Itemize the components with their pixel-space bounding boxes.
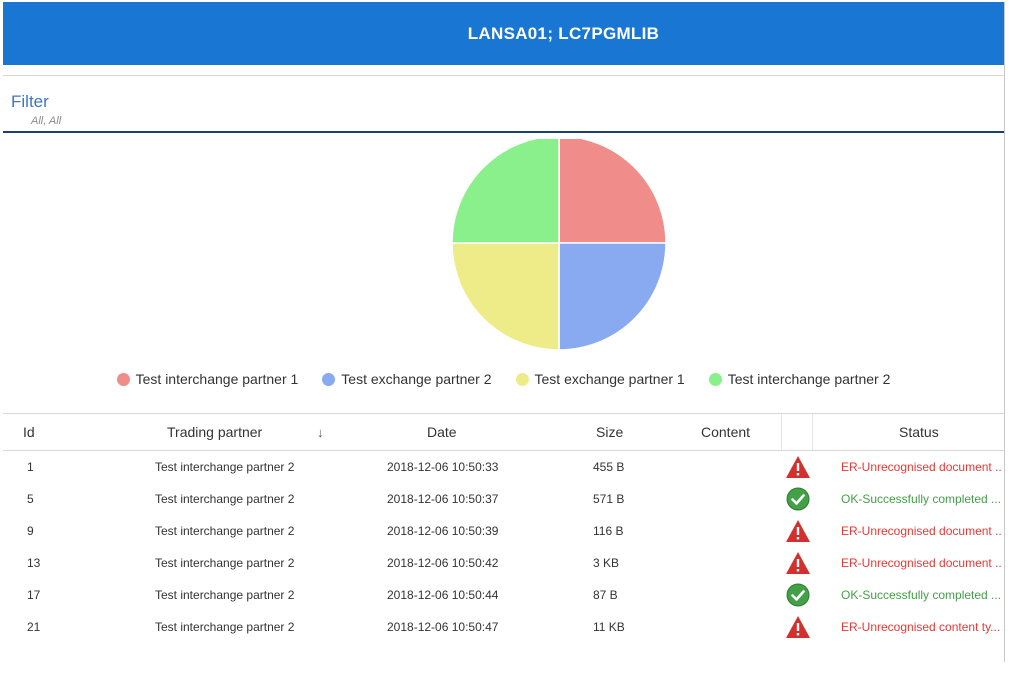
app-header: LANSA01; LC7PGMLIB <box>3 2 1004 65</box>
cell-status: ER-Unrecognised document ... <box>841 460 1001 474</box>
cell-date: 2018-12-06 10:50:44 <box>387 588 499 602</box>
column-header-content[interactable]: Content <box>701 414 782 450</box>
sort-desc-button[interactable]: ↓ <box>317 414 339 450</box>
pie-slice[interactable] <box>558 242 667 351</box>
legend-item[interactable]: Test interchange partner 1 <box>116 371 299 387</box>
header-subbar <box>3 65 1004 76</box>
messages-table: Id Trading partner ↓ Date Size Content S… <box>3 413 1004 662</box>
chart-legend: Test interchange partner 1 Test exchange … <box>3 371 1004 387</box>
legend-label: Test exchange partner 1 <box>534 371 685 387</box>
cell-status: ER-Unrecognised document ... <box>841 556 1001 570</box>
table-row[interactable]: 5 Test interchange partner 2 2018-12-06 10… <box>3 483 1004 515</box>
pie-chart <box>451 139 667 351</box>
cell-size: 11 KB <box>593 620 625 634</box>
legend-item[interactable]: Test exchange partner 2 <box>322 371 492 387</box>
column-header-id[interactable]: Id <box>23 424 35 440</box>
cell-status: OK-Successfully completed ... <box>841 588 1001 602</box>
filter-label: Filter <box>11 92 49 111</box>
warning-icon <box>785 551 811 575</box>
cell-size: 455 B <box>593 460 625 474</box>
pie-slice[interactable] <box>451 242 560 351</box>
table-row[interactable]: 9 Test interchange partner 2 2018-12-06 10… <box>3 515 1004 547</box>
arrow-down-icon: ↓ <box>317 425 324 440</box>
cell-trading-partner: Test interchange partner 2 <box>155 620 295 634</box>
cell-trading-partner: Test interchange partner 2 <box>155 460 295 474</box>
cell-size: 3 KB <box>593 556 620 570</box>
cell-size: 571 B <box>593 492 625 506</box>
table-header: Id Trading partner ↓ Date Size Content S… <box>3 414 1004 451</box>
warning-icon <box>785 615 811 639</box>
legend-swatch <box>116 372 130 386</box>
legend-item[interactable]: Test interchange partner 2 <box>708 371 891 387</box>
cell-id: 13 <box>27 556 41 570</box>
cell-status: ER-Unrecognised content ty... <box>841 620 1001 634</box>
legend-swatch <box>515 372 529 386</box>
filter-summary: All, All <box>31 115 62 127</box>
legend-swatch <box>708 372 722 386</box>
cell-trading-partner: Test interchange partner 2 <box>155 524 295 538</box>
cell-trading-partner: Test interchange partner 2 <box>155 588 295 602</box>
warning-icon <box>785 455 811 479</box>
cell-id: 17 <box>27 588 41 602</box>
cell-trading-partner: Test interchange partner 2 <box>155 556 295 570</box>
column-header-status[interactable]: Status <box>899 424 939 440</box>
table-body: 1 Test interchange partner 2 2018-12-06 10… <box>3 451 1004 643</box>
chart-area: Test interchange partner 1 Test exchange … <box>3 133 1004 413</box>
filter-panel[interactable]: Filter All, All <box>3 76 1004 133</box>
cell-id: 21 <box>27 620 41 634</box>
check-circle-icon <box>785 487 811 511</box>
column-header-trading-partner[interactable]: Trading partner <box>167 424 263 440</box>
column-header-icon <box>782 414 813 450</box>
cell-id: 9 <box>27 524 34 538</box>
column-header-size[interactable]: Size <box>596 424 624 440</box>
cell-size: 87 B <box>593 588 618 602</box>
legend-label: Test exchange partner 2 <box>341 371 492 387</box>
table-row[interactable]: 17 Test interchange partner 2 2018-12-06 1… <box>3 579 1004 611</box>
cell-status: ER-Unrecognised document ... <box>841 524 1001 538</box>
table-row[interactable]: 1 Test interchange partner 2 2018-12-06 10… <box>3 451 1004 483</box>
cell-date: 2018-12-06 10:50:47 <box>387 620 499 634</box>
legend-item[interactable]: Test exchange partner 1 <box>515 371 685 387</box>
column-header-date[interactable]: Date <box>427 424 457 440</box>
legend-label: Test interchange partner 1 <box>135 371 299 387</box>
cell-date: 2018-12-06 10:50:39 <box>387 524 499 538</box>
cell-date: 2018-12-06 10:50:33 <box>387 460 499 474</box>
table-row[interactable]: 13 Test interchange partner 2 2018-12-06 1… <box>3 547 1004 579</box>
legend-label: Test interchange partner 2 <box>727 371 891 387</box>
legend-swatch <box>322 372 336 386</box>
check-circle-icon <box>785 583 811 607</box>
cell-id: 1 <box>27 460 34 474</box>
table-row[interactable]: 21 Test interchange partner 2 2018-12-06 1… <box>3 611 1004 643</box>
cell-date: 2018-12-06 10:50:37 <box>387 492 499 506</box>
page-title: LANSA01; LC7PGMLIB <box>467 23 660 43</box>
cell-trading-partner: Test interchange partner 2 <box>155 492 295 506</box>
pie-slice[interactable] <box>451 139 560 244</box>
cell-size: 116 B <box>593 524 624 538</box>
app-window: LANSA01; LC7PGMLIB Filter All, All Test … <box>3 2 1005 662</box>
warning-icon <box>785 519 811 543</box>
cell-id: 5 <box>27 492 34 506</box>
pie-slice[interactable] <box>558 139 667 244</box>
cell-status: OK-Successfully completed ... <box>841 492 1001 506</box>
cell-date: 2018-12-06 10:50:42 <box>387 556 499 570</box>
